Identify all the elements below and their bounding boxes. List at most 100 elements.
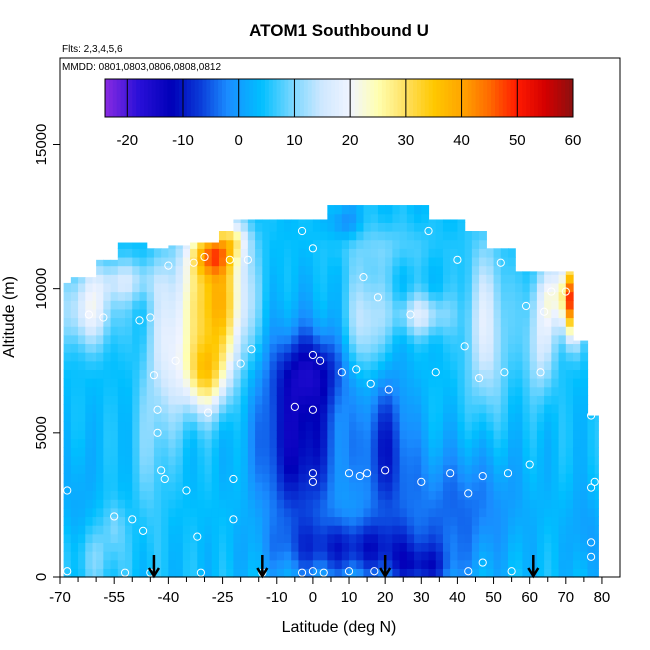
heatmap-cell xyxy=(508,429,516,440)
heatmap-cell xyxy=(392,308,401,319)
heatmap-cell xyxy=(320,317,328,327)
heatmap-cell xyxy=(450,481,459,492)
heatmap-cell xyxy=(471,464,480,474)
heatmap-cell xyxy=(262,481,271,492)
heatmap-cell xyxy=(182,300,191,310)
heatmap-cell xyxy=(493,473,502,483)
heatmap-cell xyxy=(233,429,242,440)
heatmap-cell xyxy=(276,447,285,457)
heatmap-cell xyxy=(312,317,321,327)
heatmap-cell xyxy=(551,551,560,561)
heatmap-cell xyxy=(146,291,155,301)
heatmap-cell xyxy=(442,239,451,249)
heatmap-cell xyxy=(240,490,249,500)
colorbar-swatch xyxy=(456,79,461,117)
heatmap-cell xyxy=(305,412,314,422)
heatmap-cell xyxy=(85,542,94,552)
colorbar-swatch xyxy=(175,79,180,117)
heatmap-cell xyxy=(211,343,220,353)
heatmap-cell xyxy=(500,369,509,379)
colorbar-swatch xyxy=(108,79,114,117)
heatmap-cell xyxy=(580,507,589,518)
heatmap-cell xyxy=(92,438,97,448)
heatmap-cell xyxy=(341,205,350,215)
heatmap-cell xyxy=(327,421,336,431)
heatmap-cell xyxy=(305,499,314,509)
heatmap-cell xyxy=(493,274,502,284)
heatmap-cell xyxy=(327,386,336,396)
heatmap-cell xyxy=(493,369,502,379)
heatmap-cell xyxy=(269,464,278,474)
heatmap-cell xyxy=(500,455,509,466)
heatmap-cell xyxy=(544,568,552,578)
heatmap-cell xyxy=(320,421,328,431)
heatmap-cell xyxy=(211,352,220,362)
heatmap-cell xyxy=(240,421,249,431)
heatmap-cell xyxy=(305,378,314,388)
heatmap-cell xyxy=(471,334,480,345)
heatmap-cell xyxy=(421,317,430,327)
sample-point xyxy=(204,408,213,417)
heatmap-cell xyxy=(190,516,198,526)
heatmap-cell xyxy=(594,525,599,535)
heatmap-cell xyxy=(580,395,589,405)
heatmap-layer xyxy=(63,205,599,578)
heatmap-cell xyxy=(284,490,292,500)
heatmap-cell xyxy=(334,222,343,232)
heatmap-cell xyxy=(428,516,437,526)
heatmap-cell xyxy=(92,291,97,301)
heatmap-cell xyxy=(558,542,567,552)
heatmap-cell xyxy=(508,265,516,275)
heatmap-cell xyxy=(363,291,372,301)
heatmap-cell xyxy=(125,464,133,474)
heatmap-cell xyxy=(247,473,256,483)
heatmap-cell xyxy=(356,473,365,483)
colorbar-swatch xyxy=(303,79,309,117)
heatmap-cell xyxy=(392,499,401,509)
heatmap-cell xyxy=(262,334,271,345)
heatmap-cell xyxy=(565,343,574,353)
heatmap-cell xyxy=(385,360,393,370)
sample-point xyxy=(319,568,328,577)
heatmap-cell xyxy=(78,516,86,526)
heatmap-cell xyxy=(370,256,379,267)
heatmap-cell xyxy=(305,222,314,232)
heatmap-cell xyxy=(168,473,177,483)
heatmap-cell xyxy=(573,421,581,431)
heatmap-cell xyxy=(298,326,307,336)
heatmap-cell xyxy=(334,274,343,284)
heatmap-cell xyxy=(226,542,235,552)
heatmap-cell xyxy=(594,551,599,561)
heatmap-cell xyxy=(117,242,126,249)
heatmap-cell xyxy=(377,256,386,267)
heatmap-cell xyxy=(558,308,567,319)
heatmap-cell xyxy=(240,429,249,440)
heatmap-cell xyxy=(78,343,86,353)
heatmap-cell xyxy=(139,516,148,526)
heatmap-cell xyxy=(262,317,271,327)
heatmap-cell xyxy=(450,378,459,388)
heatmap-cell xyxy=(385,516,393,526)
heatmap-cell xyxy=(153,490,162,500)
heatmap-cell xyxy=(103,473,112,483)
heatmap-cell xyxy=(515,473,524,483)
heatmap-cell xyxy=(153,499,162,509)
heatmap-cell xyxy=(247,438,256,448)
heatmap-cell xyxy=(190,507,198,518)
colorbar-swatch xyxy=(514,79,519,117)
heatmap-cell xyxy=(428,326,437,336)
heatmap-cell xyxy=(399,248,408,258)
heatmap-cell xyxy=(247,317,256,327)
heatmap-cell xyxy=(132,256,141,267)
heatmap-cell xyxy=(327,343,336,353)
heatmap-cell xyxy=(110,360,119,370)
heatmap-cell xyxy=(218,429,227,440)
heatmap-cell xyxy=(544,291,552,301)
heatmap-cell xyxy=(594,473,599,483)
heatmap-cell xyxy=(96,499,104,509)
heatmap-cell xyxy=(500,542,509,552)
heatmap-cell xyxy=(78,317,86,327)
heatmap-cell xyxy=(153,343,162,353)
colorbar-tick-label: 30 xyxy=(398,132,415,149)
heatmap-cell xyxy=(197,291,206,301)
